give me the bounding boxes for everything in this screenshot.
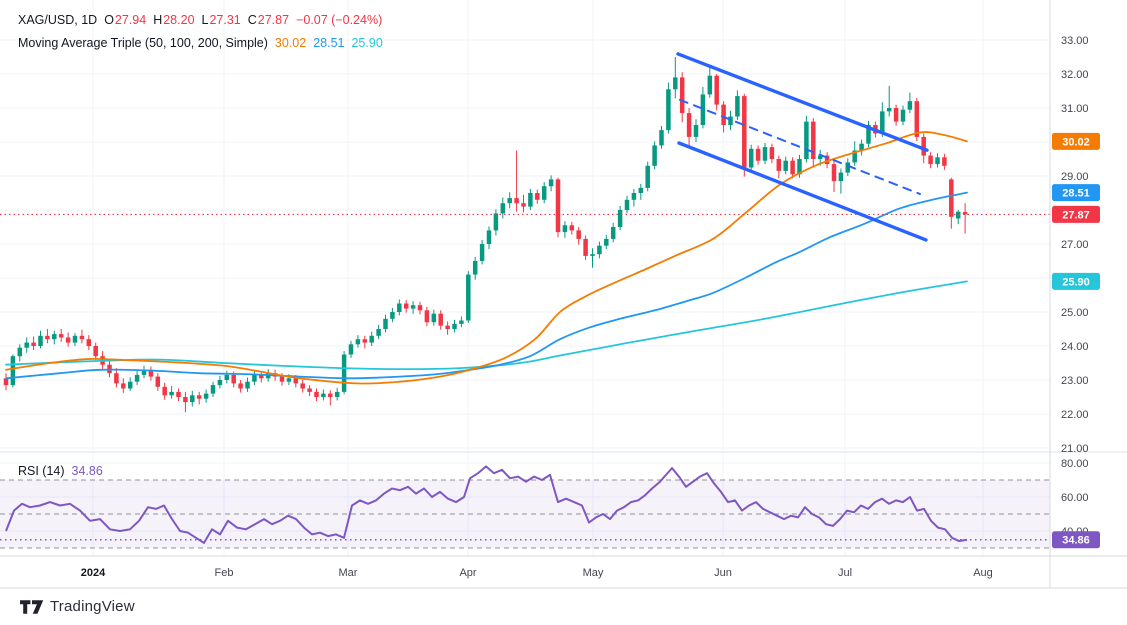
trend-channel-drawing[interactable] [676, 52, 929, 242]
ma-lines-layer [5, 131, 968, 385]
svg-text:25.90: 25.90 [1062, 276, 1090, 288]
svg-text:27.87: 27.87 [1062, 209, 1090, 221]
high-value: 28.20 [163, 13, 195, 27]
svg-text:23.00: 23.00 [1061, 375, 1089, 387]
candles-layer [3, 57, 968, 413]
ma200-value: 25.90 [351, 36, 383, 50]
close-label: C [247, 13, 257, 27]
ma-indicator-legend[interactable]: Moving Average Triple (50, 100, 200, Sim… [18, 36, 383, 50]
ma50-value: 30.02 [274, 36, 307, 50]
rsi-indicator-legend[interactable]: RSI (14) 34.86 [18, 464, 103, 478]
ma200-line [5, 280, 968, 371]
svg-text:80.00: 80.00 [1061, 458, 1089, 470]
ma-indicator-title: Moving Average Triple (50, 100, 200, Sim… [18, 36, 268, 50]
svg-text:21.00: 21.00 [1061, 443, 1089, 455]
svg-text:Feb: Feb [215, 567, 234, 579]
svg-text:25.00: 25.00 [1061, 307, 1089, 319]
tradingview-watermark[interactable]: TradingView [20, 598, 135, 615]
open-value: 27.94 [114, 13, 147, 27]
ma100-line [5, 191, 968, 380]
tradingview-logo-icon [20, 599, 44, 614]
svg-text:32.00: 32.00 [1061, 69, 1089, 81]
svg-text:Apr: Apr [459, 567, 476, 579]
ma50-line [5, 131, 968, 385]
svg-text:2024: 2024 [81, 567, 106, 579]
rsi-value: 34.86 [71, 464, 103, 478]
price-axis-badges: 30.02 28.51 27.87 25.90 34.86 [1052, 132, 1100, 549]
rsi-indicator-title: RSI (14) [18, 464, 65, 478]
ohlc-close: C 27.87 [248, 13, 289, 27]
chart-canvas[interactable]: 2024 Feb Mar Apr May Jun Jul Aug 33.00 32.00 31.00… [0, 0, 1127, 592]
ohlc-high: H 28.20 [153, 13, 194, 27]
change-value: −0.07 (−0.24%) [296, 13, 383, 27]
low-value: 27.31 [209, 13, 241, 27]
ohlc-open: O 27.94 [104, 13, 146, 27]
ma100-value: 28.51 [313, 36, 345, 50]
svg-text:Jul: Jul [838, 567, 852, 579]
svg-text:24.00: 24.00 [1061, 341, 1089, 353]
svg-text:27.00: 27.00 [1061, 239, 1089, 251]
svg-text:Aug: Aug [973, 567, 993, 579]
svg-text:May: May [583, 567, 604, 579]
svg-text:Mar: Mar [339, 567, 358, 579]
tradingview-logo-text: TradingView [50, 598, 135, 615]
svg-text:22.00: 22.00 [1061, 409, 1089, 421]
symbol-title: XAG/USD, 1D [18, 13, 98, 27]
svg-text:31.00: 31.00 [1061, 103, 1089, 115]
high-label: H [153, 13, 163, 27]
close-value: 27.87 [257, 13, 290, 27]
svg-text:29.00: 29.00 [1061, 171, 1089, 183]
ohlc-low: L 27.31 [202, 13, 241, 27]
svg-text:28.51: 28.51 [1062, 188, 1090, 200]
low-label: L [201, 13, 209, 27]
svg-text:33.00: 33.00 [1061, 35, 1089, 47]
rsi-line [5, 465, 968, 544]
svg-text:30.02: 30.02 [1062, 136, 1090, 148]
open-label: O [104, 13, 114, 27]
symbol-legend[interactable]: XAG/USD, 1D O 27.94 H 28.20 L 27.31 C 27.87 … [18, 13, 382, 27]
grid-layer [0, 0, 1050, 556]
svg-text:60.00: 60.00 [1061, 492, 1089, 504]
svg-text:34.86: 34.86 [1062, 535, 1090, 547]
rsi-pane-layer[interactable] [0, 465, 1050, 544]
svg-text:Jun: Jun [714, 567, 732, 579]
